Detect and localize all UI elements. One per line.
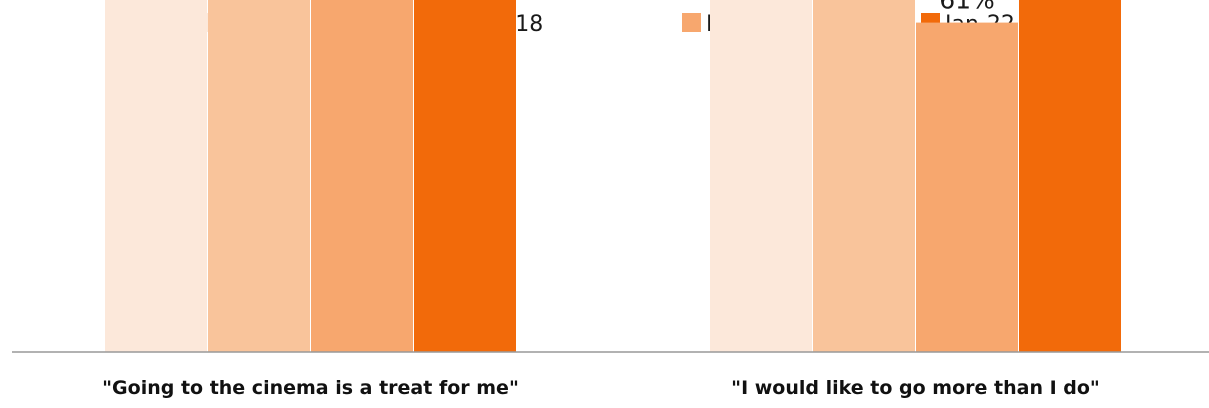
- bar-nov-18-group-1: [208, 0, 310, 352]
- bar-dec-19-group-2: [916, 22, 1018, 352]
- bar-jan-22-group-2: [1019, 0, 1121, 352]
- value-labels: 75%77%73%81%67%66%61%71%: [939, 0, 995, 15]
- category-labels: "Going to the cinema is a treat for me" "…: [102, 377, 1100, 399]
- bar-sep-14-group-2: [710, 0, 812, 352]
- bar-nov-18-group-2: [813, 0, 915, 352]
- bar-jan-22-group-1: [414, 0, 516, 352]
- bar-dec-19-group-1: [311, 0, 413, 353]
- value-label-dec-19-group-2: 61%: [939, 0, 995, 15]
- legend-swatch-dec-19: [682, 13, 701, 32]
- bar-sep-14-group-1: [105, 0, 207, 352]
- bars: [105, 0, 1121, 353]
- category-label-2: "I would like to go more than I do": [731, 377, 1100, 399]
- category-label-1: "Going to the cinema is a treat for me": [102, 377, 519, 399]
